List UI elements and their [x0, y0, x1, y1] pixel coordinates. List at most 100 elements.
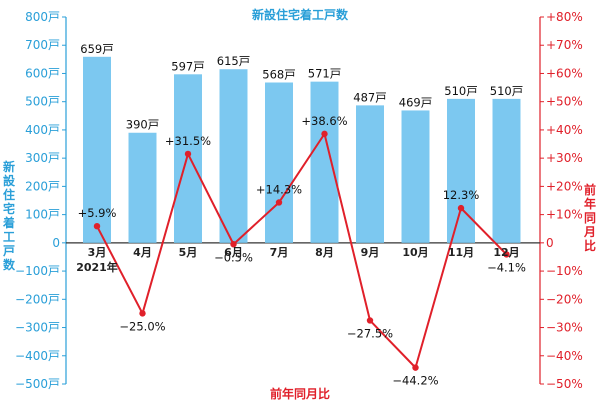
left-axis-title-char: 数 [3, 257, 16, 272]
right-axis-title-char: 同 [584, 211, 596, 225]
left-axis-title-char: 新 [3, 159, 15, 174]
right-axis-title: 前年同月比 [583, 182, 596, 253]
left-tick-label: 0 [52, 236, 60, 250]
bar-value-label: 568戸 [262, 67, 295, 81]
bar-value-label: 487戸 [353, 90, 386, 104]
left-axis-ticks: 800戸 700戸 600戸 500戸 400戸 300戸 200戸 100戸 0 −100戸 −2… [15, 10, 66, 391]
x-axis-labels: 3月 4月 5月 6月 7月 8月 9月 10月 11月 12月 2021年 [76, 246, 519, 274]
x-year-label: 2021年 [76, 260, 118, 274]
yoy-point [93, 222, 101, 230]
right-tick-label: +60% [546, 66, 583, 80]
x-tick-label: 4月 [133, 246, 152, 259]
x-tick-label: 5月 [179, 246, 198, 259]
left-tick-label: −400戸 [15, 349, 60, 363]
bar [265, 82, 293, 243]
x-axis-title: 前年同月比 [270, 386, 330, 401]
yoy-point [366, 317, 374, 324]
bars: 659戸 390戸 597戸 615戸 568戸 571戸 487戸 469戸 510戸 510戸 [80, 42, 523, 243]
right-tick-label: −50% [546, 377, 583, 391]
bar-value-label: 659戸 [80, 42, 113, 56]
bar [174, 74, 202, 243]
left-axis-title-char: 着 [2, 215, 15, 230]
left-tick-label: 300戸 [25, 151, 60, 165]
yoy-value-label: −0.5% [214, 250, 253, 264]
left-axis-title-char: 工 [3, 230, 15, 244]
right-tick-label: +30% [546, 151, 583, 165]
left-axis-title-char: 設 [3, 173, 16, 188]
yoy-value-label: +38.6% [301, 114, 347, 128]
left-axis-title-char: 住 [3, 187, 15, 202]
bar [447, 98, 475, 243]
left-tick-label: 700戸 [25, 38, 60, 52]
x-tick-label: 7月 [270, 246, 289, 259]
left-tick-label: 200戸 [25, 179, 60, 193]
yoy-value-label: +31.5% [165, 134, 211, 148]
bar [83, 56, 111, 243]
left-axis-title-char: 宅 [3, 201, 15, 216]
right-tick-label: −30% [546, 321, 583, 335]
right-tick-label: −10% [546, 264, 583, 278]
yoy-point [139, 310, 146, 317]
right-tick-label: −40% [546, 349, 583, 363]
right-tick-label: +80% [546, 10, 583, 24]
right-tick-label: 0 [546, 236, 554, 250]
left-tick-label: 800戸 [25, 10, 60, 24]
bar-value-label: 510戸 [444, 84, 477, 98]
bar [128, 132, 157, 243]
bar-value-label: 597戸 [171, 59, 204, 73]
bar-value-label: 510戸 [490, 84, 523, 98]
yoy-point [457, 204, 465, 212]
left-axis-title: 新設住宅着工戸数 [2, 159, 16, 272]
yoy-line [96, 132, 508, 369]
bar [492, 98, 521, 243]
left-tick-label: 600戸 [25, 66, 60, 80]
yoy-value-label: +14.3% [256, 182, 302, 196]
right-tick-label: −20% [546, 292, 583, 306]
yoy-point [184, 150, 192, 158]
yoy-point [230, 241, 237, 248]
bar-value-label: 615戸 [217, 54, 250, 68]
x-tick-label: 11月 [448, 246, 474, 259]
left-tick-label: 100戸 [25, 208, 60, 222]
left-tick-label: 400戸 [25, 123, 60, 137]
bar [219, 69, 248, 243]
bar [401, 110, 430, 243]
yoy-value-label: −25.0% [119, 319, 165, 333]
right-tick-label: +70% [546, 38, 583, 52]
x-tick-label: 8月 [315, 246, 334, 259]
right-axis-ticks: +80% +70% +60% +50% +40% +30% +20% +10% 0 −10% −20… [540, 10, 583, 391]
x-tick-label: 10月 [402, 246, 428, 259]
x-tick-label: 6月 [224, 246, 243, 259]
yoy-value-label: −27.5% [347, 326, 393, 340]
right-axis-title-char: 年 [584, 196, 596, 211]
x-tick-label: 9月 [361, 246, 380, 259]
right-tick-label: +50% [546, 95, 583, 109]
bar [310, 81, 339, 243]
yoy-value-label: −4.1% [487, 260, 526, 274]
left-tick-label: −500戸 [15, 377, 60, 391]
bar-value-label: 571戸 [308, 67, 341, 81]
yoy-point [412, 364, 419, 371]
chart-title: 新設住宅着工戸数 [252, 7, 349, 22]
yoy-point [275, 199, 283, 206]
left-tick-label: 500戸 [25, 95, 60, 109]
right-axis-title-char: 比 [584, 238, 596, 253]
yoy-value-label: −44.2% [392, 374, 438, 388]
yoy-value-label: 12.3% [443, 188, 480, 202]
yoy-value-label: +5.9% [78, 206, 117, 220]
right-axis-title-char: 前 [584, 182, 596, 197]
right-tick-label: +20% [546, 179, 583, 193]
yoy-point [503, 251, 510, 258]
bar-value-label: 469戸 [399, 95, 432, 109]
line-series: +5.9% −25.0% +31.5% −0.5% +14.3% +38.6% −27.5%… [78, 114, 526, 388]
bar-value-label: 390戸 [126, 118, 159, 132]
left-tick-label: −200戸 [15, 292, 60, 306]
right-tick-label: +40% [546, 123, 583, 137]
left-tick-label: −100戸 [15, 264, 60, 278]
left-axis-title-char: 戸 [3, 244, 15, 258]
x-tick-label: 3月 [88, 246, 107, 259]
x-tick-label: 12月 [493, 246, 519, 259]
right-axis-title-char: 月 [583, 225, 596, 239]
